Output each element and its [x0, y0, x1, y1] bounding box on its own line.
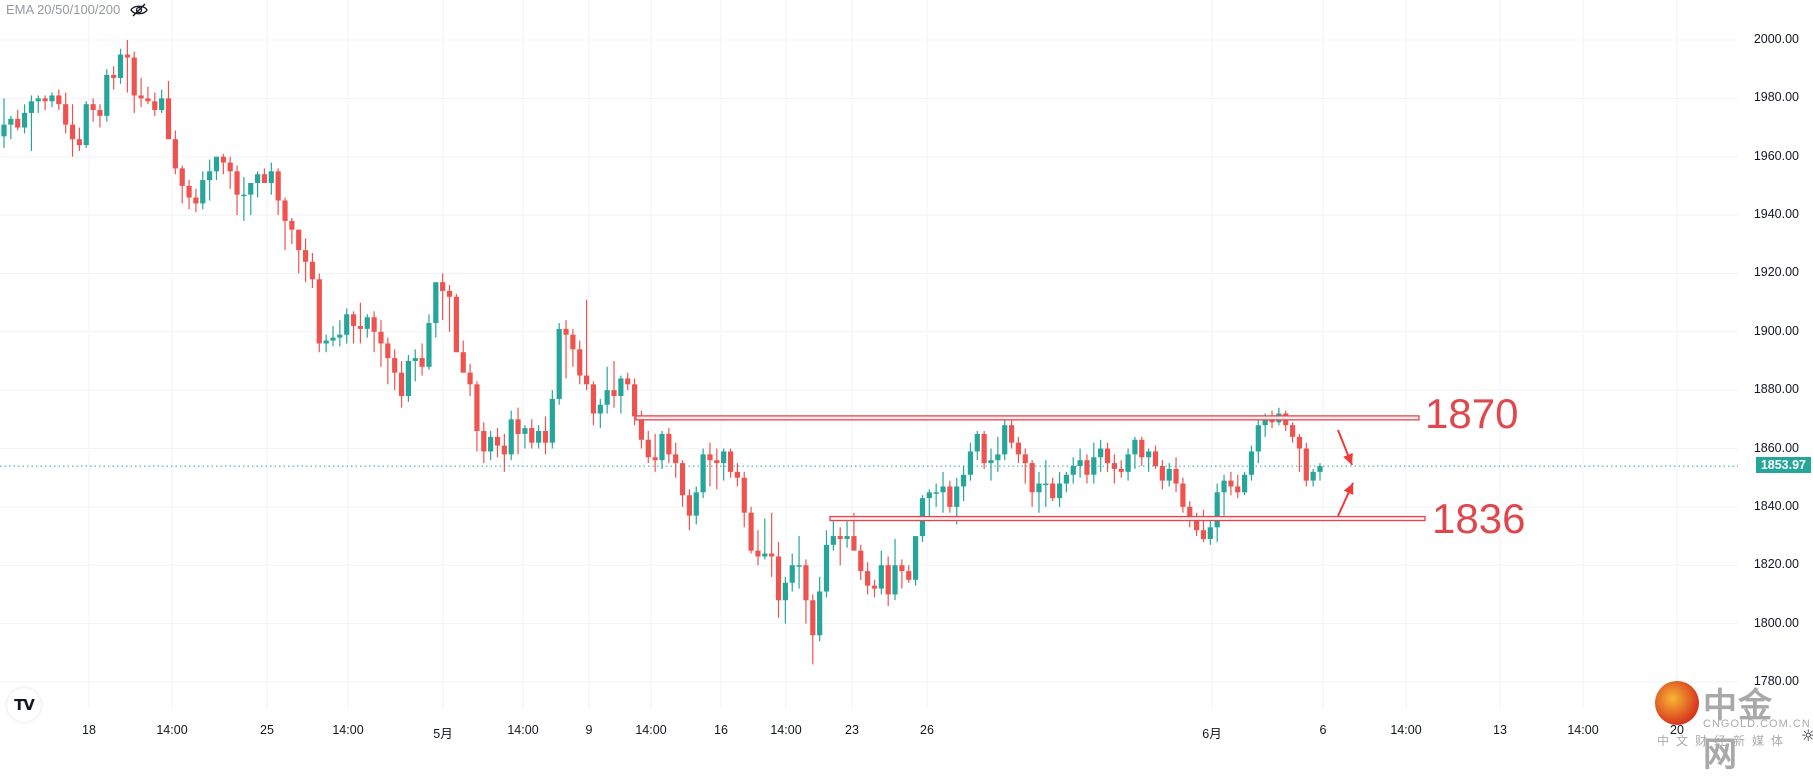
resistance-level-label: 1870 — [1425, 390, 1519, 437]
indicator-label: EMA 20/50/100/200 — [6, 2, 121, 17]
time-tick-label: 14:00 — [332, 723, 364, 737]
time-tick-label: 14:00 — [1390, 723, 1422, 737]
price-tick-label: 1820.00 — [1753, 557, 1799, 572]
price-tick-label: 1840.00 — [1753, 498, 1799, 513]
time-tick-label: 14:00 — [156, 723, 188, 737]
time-tick-label: 23 — [845, 723, 859, 737]
time-tick-label: 14:00 — [1567, 723, 1599, 737]
tradingview-logo[interactable]: TV — [7, 688, 41, 722]
time-tick-label: 14:00 — [635, 723, 667, 737]
time-tick-label: 6月 — [1202, 727, 1222, 741]
time-tick-label: 5月 — [433, 727, 453, 741]
candlestick-plot[interactable] — [0, 0, 1813, 753]
price-chart[interactable] — [0, 0, 1813, 753]
price-tick-label: 2000.00 — [1753, 32, 1799, 46]
time-tick-label: 14:00 — [770, 723, 802, 737]
price-tick-label: 1900.00 — [1753, 323, 1799, 338]
time-tick-label: 6 — [1319, 723, 1327, 737]
time-tick-label: 9 — [585, 723, 593, 737]
watermark-url: CNGOLD.COM.CN — [1703, 718, 1811, 730]
price-tick-label: 1980.00 — [1753, 90, 1799, 105]
watermark-tagline: 中文财经新媒体 — [1657, 734, 1791, 748]
time-tick-label: 13 — [1493, 723, 1507, 737]
watermark: 中金网 CNGOLD.COM.CN 中文财经新媒体 — [1655, 678, 1810, 775]
price-tick-label: 1880.00 — [1753, 382, 1799, 397]
price-tick-label: 1940.00 — [1753, 207, 1799, 222]
price-tick-label: 1780.00 — [1753, 673, 1799, 688]
price-tick-label: 1960.00 — [1753, 148, 1799, 163]
last-price-badge: 1853.97 — [1755, 457, 1811, 474]
support-level-label: 1836 — [1432, 495, 1526, 542]
time-tick-label: 14:00 — [507, 723, 539, 737]
time-tick-label: 18 — [82, 723, 96, 737]
time-tick-label: 25 — [260, 723, 274, 737]
settings-gear-icon[interactable]: ☼ — [1801, 726, 1813, 745]
time-tick-label: 20 — [1670, 723, 1684, 737]
time-tick-label: 26 — [920, 723, 934, 737]
cngold-logo-icon — [1655, 681, 1699, 725]
price-tick-label: 1860.00 — [1753, 440, 1799, 455]
indicator-legend[interactable]: EMA 20/50/100/200 — [6, 2, 148, 17]
logo-text: TV — [14, 696, 35, 714]
time-tick-label: 16 — [714, 723, 728, 737]
eye-slash-icon[interactable] — [130, 3, 148, 17]
price-tick-label: 1800.00 — [1753, 615, 1799, 630]
price-tick-label: 1920.00 — [1753, 265, 1799, 280]
